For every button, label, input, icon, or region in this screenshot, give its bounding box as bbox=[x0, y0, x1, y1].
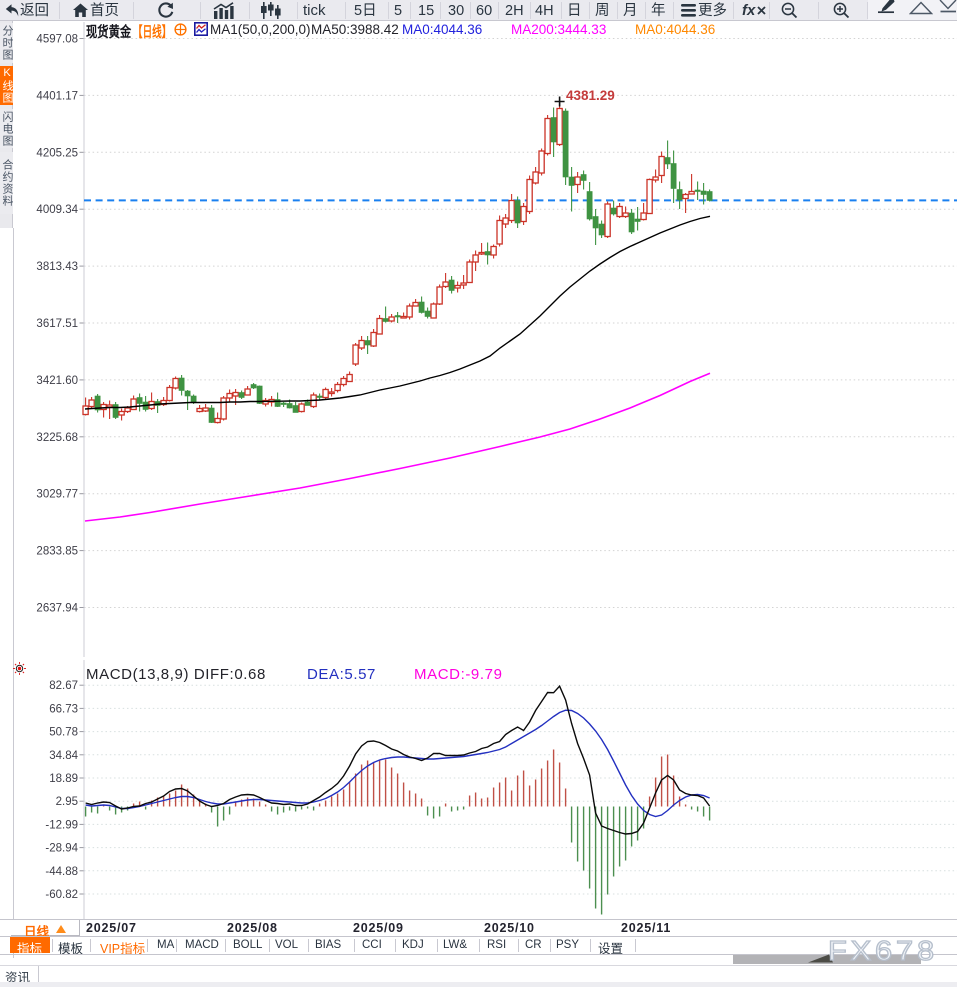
svg-text:34.84: 34.84 bbox=[49, 750, 78, 762]
svg-text:3029.77: 3029.77 bbox=[36, 489, 78, 501]
svg-text:3225.68: 3225.68 bbox=[36, 432, 78, 444]
svg-text:4401.17: 4401.17 bbox=[36, 90, 78, 102]
svg-text:4009.34: 4009.34 bbox=[36, 204, 78, 216]
svg-text:50.78: 50.78 bbox=[49, 727, 78, 739]
svg-text:4597.08: 4597.08 bbox=[36, 34, 78, 46]
svg-text:2833.85: 2833.85 bbox=[36, 546, 78, 558]
svg-text:3421.60: 3421.60 bbox=[36, 375, 78, 387]
svg-text:2637.94: 2637.94 bbox=[36, 603, 78, 615]
svg-text:4381.29: 4381.29 bbox=[566, 88, 615, 103]
svg-text:-12.99: -12.99 bbox=[45, 819, 78, 831]
svg-text:2.95: 2.95 bbox=[56, 796, 78, 808]
svg-text:82.67: 82.67 bbox=[49, 680, 78, 692]
svg-text:-44.88: -44.88 bbox=[45, 866, 78, 878]
svg-text:3617.51: 3617.51 bbox=[36, 318, 78, 330]
svg-text:-28.94: -28.94 bbox=[45, 843, 78, 855]
svg-text:3813.43: 3813.43 bbox=[36, 261, 78, 273]
svg-text:-60.82: -60.82 bbox=[45, 889, 78, 901]
svg-text:18.89: 18.89 bbox=[49, 773, 78, 785]
svg-text:4205.25: 4205.25 bbox=[36, 147, 78, 159]
svg-text:66.73: 66.73 bbox=[49, 703, 78, 715]
